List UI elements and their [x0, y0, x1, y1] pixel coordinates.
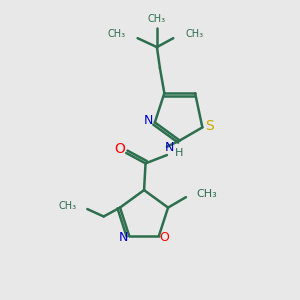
Text: CH₃: CH₃: [148, 14, 166, 25]
Text: N: N: [165, 141, 174, 154]
Text: N: N: [144, 114, 154, 128]
Text: CH₃: CH₃: [196, 189, 217, 199]
Text: N: N: [119, 231, 128, 244]
Text: CH₃: CH₃: [108, 29, 126, 39]
Text: H: H: [175, 148, 184, 158]
Text: O: O: [159, 231, 169, 244]
Text: CH₃: CH₃: [185, 29, 203, 39]
Text: O: O: [114, 142, 125, 156]
Text: CH₃: CH₃: [59, 200, 77, 211]
Text: S: S: [206, 119, 214, 133]
